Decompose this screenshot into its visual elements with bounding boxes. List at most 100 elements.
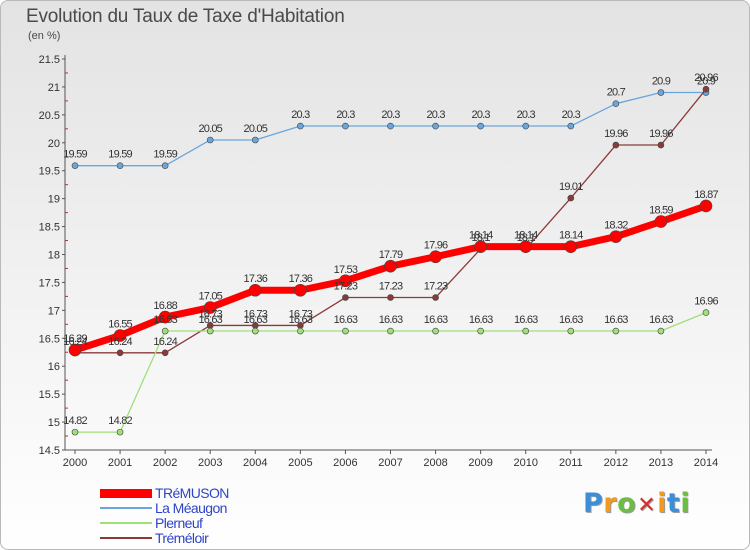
data-point-plerneuf — [702, 309, 710, 316]
data-label-plerneuf: 16.63 — [649, 314, 673, 326]
data-point-tremeloir — [657, 141, 665, 149]
data-point-tremuson — [429, 250, 442, 264]
data-label-la-meaugon: 19.59 — [153, 149, 177, 161]
data-point-la-meaugon — [432, 122, 439, 130]
data-point-tremuson — [654, 215, 668, 228]
data-label-tremeloir: 16.24 — [63, 336, 87, 348]
x-tick-label: 2005 — [288, 457, 312, 469]
logo-letter: t — [666, 488, 681, 519]
data-point-plerneuf — [206, 327, 214, 335]
data-point-la-meaugon — [522, 122, 530, 130]
data-point-plerneuf — [251, 327, 259, 335]
data-label-plerneuf: 16.63 — [334, 314, 358, 326]
legend-swatch — [100, 522, 152, 524]
x-tick-label: 2011 — [559, 457, 583, 469]
data-point-plerneuf — [161, 327, 169, 335]
data-point-tremeloir — [432, 294, 439, 301]
data-point-la-meaugon — [342, 122, 349, 130]
data-label-plerneuf: 16.96 — [694, 296, 718, 308]
data-label-plerneuf: 16.63 — [153, 314, 177, 326]
data-label-tremuson: 16.29 — [63, 333, 87, 345]
data-point-la-meaugon — [387, 122, 394, 130]
data-point-plerneuf — [612, 327, 620, 335]
data-label-plerneuf: 16.63 — [198, 314, 222, 326]
data-point-tremuson — [609, 230, 623, 243]
data-point-tremeloir — [116, 349, 124, 357]
data-label-plerneuf: 16.63 — [604, 314, 628, 326]
data-point-plerneuf — [297, 327, 304, 335]
data-point-tremuson — [699, 199, 713, 213]
chart-title: Evolution du Taux de Taxe d'Habitation — [26, 6, 345, 27]
data-label-tremeloir: 19.96 — [649, 128, 673, 140]
data-label-la-meaugon: 19.59 — [63, 149, 87, 161]
data-label-tremuson: 18.32 — [604, 220, 628, 232]
data-label-la-meaugon: 20.3 — [562, 109, 581, 121]
legend-label: La Méaugon — [155, 500, 227, 516]
data-label-tremuson: 18.14 — [559, 230, 583, 242]
y-tick-label: 15 — [48, 417, 60, 429]
data-point-la-meaugon — [657, 89, 665, 96]
x-tick-label: 2006 — [333, 457, 357, 469]
x-tick-label: 2010 — [513, 457, 537, 469]
y-tick-label: 16.5 — [39, 333, 60, 345]
data-label-la-meaugon: 20.3 — [381, 109, 400, 121]
y-tick-label: 21.5 — [39, 54, 60, 66]
data-point-la-meaugon — [477, 122, 484, 130]
data-point-tremuson — [384, 259, 397, 273]
logo-letter: i — [657, 488, 667, 519]
unit-label: (en %) — [28, 30, 61, 42]
x-tick-label: 2003 — [198, 457, 222, 469]
legend-swatch — [100, 537, 152, 539]
data-point-tremuson — [113, 329, 127, 342]
legend-label: Plerneuf — [155, 515, 203, 531]
data-label-plerneuf: 16.63 — [289, 314, 313, 326]
data-point-plerneuf — [657, 327, 665, 335]
x-tick-label: 2004 — [243, 457, 267, 469]
data-label-plerneuf: 16.63 — [244, 314, 268, 326]
data-label-tremeloir: 20.96 — [694, 72, 718, 84]
data-point-plerneuf — [522, 327, 530, 335]
data-point-plerneuf — [432, 327, 439, 335]
y-tick-label: 19 — [48, 194, 60, 206]
data-label-tremeloir: 16.73 — [244, 308, 268, 320]
x-tick-label: 2001 — [108, 457, 132, 469]
y-tick-label: 16 — [48, 361, 60, 373]
y-tick-label: 20 — [48, 138, 60, 150]
data-point-plerneuf — [477, 327, 484, 335]
data-label-tremeloir: 18.1 — [517, 232, 536, 244]
data-label-tremeloir: 16.73 — [289, 308, 313, 320]
legend-swatch — [100, 488, 152, 498]
y-tick-label: 17.5 — [39, 277, 60, 289]
data-point-la-meaugon — [206, 136, 214, 144]
data-label-tremuson: 16.88 — [153, 300, 177, 312]
data-label-la-meaugon: 20.3 — [291, 109, 310, 121]
data-point-plerneuf — [116, 428, 124, 436]
data-label-la-meaugon: 19.59 — [108, 149, 132, 161]
data-label-tremuson: 16.55 — [108, 318, 132, 330]
data-label-plerneuf: 16.63 — [379, 314, 403, 326]
data-point-tremeloir — [612, 141, 620, 149]
data-point-tremuson — [203, 301, 217, 314]
data-label-plerneuf: 14.82 — [108, 415, 132, 427]
x-tick-label: 2002 — [153, 457, 177, 469]
data-point-tremeloir — [567, 194, 575, 202]
data-point-plerneuf — [387, 327, 394, 335]
data-label-tremeloir: 17.23 — [379, 281, 403, 293]
proxiti-logo: Pro✕iti — [583, 488, 690, 519]
data-label-tremuson: 18.14 — [469, 230, 493, 242]
data-label-tremeloir: 19.01 — [559, 181, 583, 193]
legend-swatch — [100, 507, 152, 509]
data-label-tremeloir: 17.23 — [424, 281, 448, 293]
data-point-la-meaugon — [567, 122, 575, 130]
data-label-plerneuf: 16.63 — [424, 314, 448, 326]
data-label-tremuson: 17.36 — [244, 273, 268, 285]
logo-letter: P — [583, 488, 604, 519]
data-label-la-meaugon: 20.3 — [472, 109, 491, 121]
y-tick-label: 20.5 — [39, 110, 60, 122]
y-tick-label: 19.5 — [39, 166, 60, 178]
data-label-tremeloir: 17.23 — [334, 281, 358, 293]
x-tick-label: 2014 — [694, 457, 718, 469]
data-label-plerneuf: 16.63 — [514, 314, 538, 326]
data-point-tremuson — [68, 343, 82, 357]
data-label-la-meaugon: 20.3 — [336, 109, 355, 121]
